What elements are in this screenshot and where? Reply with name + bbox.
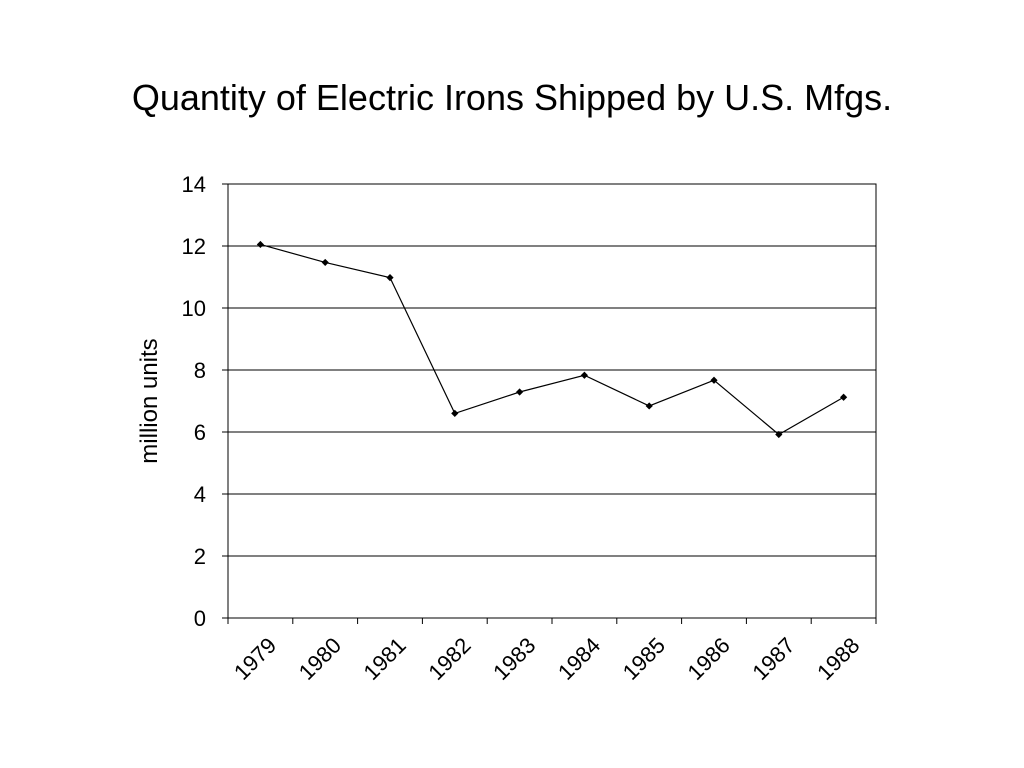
data-point-1985 [645,402,653,410]
y-tick-label: 10 [182,296,206,321]
data-point-1980 [321,258,329,267]
plot-area-frame [227,183,877,619]
data-point-1984 [580,371,588,379]
x-tick-label-1985: 1985 [618,633,670,685]
x-tick-label-1988: 1988 [812,633,864,685]
y-tick-label: 12 [182,234,206,259]
series-iron-shipments [256,240,848,439]
x-tick-label-1982: 1982 [423,633,475,685]
y-axis-title: million units [136,338,163,463]
x-tick-label-1983: 1983 [488,633,540,685]
x-tick-label-1981: 1981 [359,633,411,685]
data-point-1983 [516,388,524,396]
data-point-1988 [840,393,848,401]
y-tick-label: 4 [194,482,206,507]
y-tick-label: 6 [194,420,206,445]
axes [222,183,877,624]
x-tick-label-1979: 1979 [229,633,281,685]
series-line [260,243,844,436]
y-tick-label: 8 [194,358,206,383]
data-point-1986 [710,376,718,384]
data-point-1981 [386,274,394,282]
x-tick-label-1987: 1987 [747,633,799,685]
x-tick-label-1980: 1980 [294,633,346,685]
gridlines [228,245,876,557]
y-tick-label: 14 [182,172,206,197]
y-tick-label: 0 [194,606,206,631]
chart-title: Quantity of Electric Irons Shipped by U.… [131,77,893,118]
data-point-1987 [775,430,783,439]
x-tick-label-1984: 1984 [553,633,605,685]
y-tick-label: 2 [194,544,206,569]
x-tick-label-1986: 1986 [683,633,735,685]
data-point-1982 [451,409,459,417]
data-point-1979 [256,240,264,249]
